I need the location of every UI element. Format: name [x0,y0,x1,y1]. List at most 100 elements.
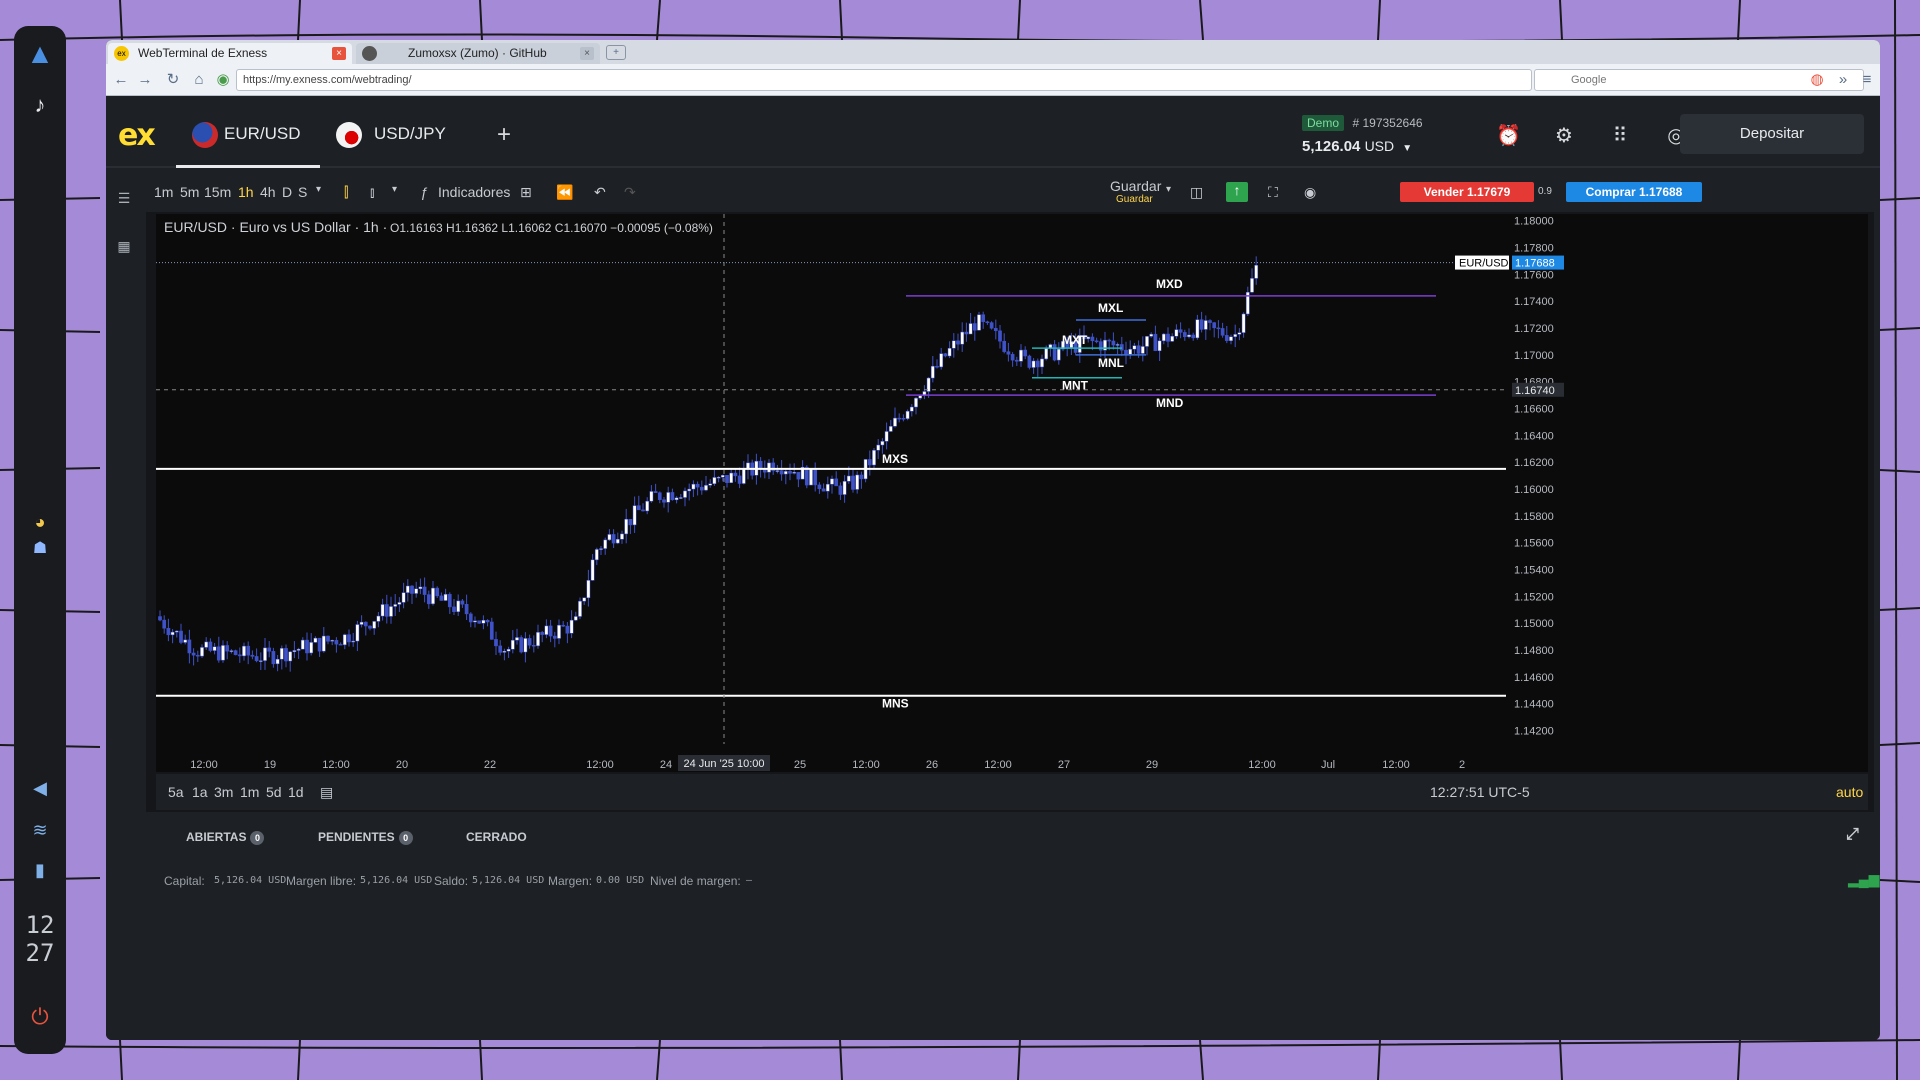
extension-icon[interactable]: ◍ [1810,71,1824,88]
candle-body [1187,334,1191,338]
candle-body [1153,333,1158,352]
candle-body [708,483,713,486]
candle-body [569,619,574,634]
count-badge: 0 [250,831,265,845]
pacman-icon[interactable]: ◕ [34,512,46,532]
x-tick-label: 27 [1058,759,1070,771]
goto-date-icon[interactable]: ▤ [320,784,334,800]
eye-icon[interactable]: ◉ [1304,184,1317,200]
timeframe-1m[interactable]: 1m [154,184,174,200]
candle-body [174,630,179,633]
instruments-list-icon[interactable]: ☰ [117,190,131,206]
candle-body [1035,360,1040,368]
candle-body [481,620,486,624]
candle-body [1031,360,1036,368]
chevron-down-icon[interactable]: ▼ [1402,143,1413,154]
menu-icon[interactable]: ≡ [1862,71,1872,88]
range-1a[interactable]: 1a [192,784,208,800]
tab-exness[interactable]: ex WebTerminal de Exness × [108,43,352,64]
candle-body [1090,336,1095,342]
candle-body [216,646,221,661]
tab-github[interactable]: Zumoxsx (Zumo) · GitHub × [356,43,600,64]
battery-icon[interactable]: ▮ [35,860,45,880]
timeframe-d[interactable]: D [282,184,293,200]
indicators-button[interactable]: Indicadores [438,184,511,200]
symbol-tab-eurusd[interactable]: EUR/USD [176,104,320,168]
chevron-down-icon[interactable]: ▾ [1166,184,1172,195]
sell-button[interactable]: Vender 1.17679 [1400,182,1534,202]
back-icon[interactable]: ← [113,71,129,88]
timeframe-4h[interactable]: 4h [260,184,276,200]
wifi-icon[interactable]: ≋ [32,820,48,840]
address-bar[interactable]: https://my.exness.com/webtrading/ [236,69,1532,91]
symbol-tab-usdjpy[interactable]: USD/JPY [332,104,452,168]
candle-body [452,606,456,612]
close-tab-icon[interactable]: × [580,47,594,60]
chevron-down-icon[interactable]: ▾ [316,184,322,195]
chevron-down-icon[interactable]: ▾ [392,184,398,195]
timeframe-s[interactable]: S [298,184,308,200]
candle-body [964,331,969,335]
alarm-icon[interactable]: ⏰ [1496,125,1521,147]
home-icon[interactable]: ⌂ [194,71,204,88]
candle-body [678,497,683,499]
overflow-icon[interactable]: » [1838,71,1848,88]
apps-grid-icon[interactable]: ⠿ [1612,125,1628,147]
candle-body [1103,339,1107,351]
candle-body [624,518,629,535]
bars-icon[interactable]: ⫾ [370,184,375,200]
buy-button[interactable]: Comprar 1.17688 [1566,182,1702,202]
camera-icon[interactable]: ◫ [1190,184,1204,200]
candle-body [204,641,209,648]
tab-pending[interactable]: PENDIENTES 0 [318,830,413,845]
candle-body [1178,329,1183,333]
range-5a[interactable]: 5a [168,784,184,800]
price-chart[interactable]: EUR/USD · Euro vs US Dollar · 1h · O1.161… [156,214,1868,772]
level-label-mnd: MND [1156,396,1184,410]
replay-icon[interactable]: ⏪ [556,184,574,200]
reload-icon[interactable]: ↻ [166,71,180,88]
power-icon[interactable]: ⏻ [31,1004,49,1029]
ghost-icon[interactable]: ☗ [32,540,48,557]
undo-icon[interactable]: ↶ [594,184,606,200]
candle-body [800,466,805,480]
add-symbol-button[interactable]: + [496,121,511,148]
candle-body [998,330,1002,342]
timeframe-5m[interactable]: 5m [180,184,200,200]
browser-tabbar: ex WebTerminal de Exness × Zumoxsx (Zumo… [106,40,1880,64]
music-icon[interactable]: ♪ [34,92,46,117]
candle-body [300,639,305,650]
publish-icon[interactable]: ↑ [1226,182,1248,202]
auto-scale-button[interactable]: auto [1836,784,1864,800]
close-tab-icon[interactable]: × [332,47,346,60]
calendar-icon[interactable]: ▦ [117,238,131,254]
expand-icon[interactable]: ⤢ [1846,826,1859,843]
range-3m[interactable]: 3m [214,784,234,800]
indicators-icon[interactable]: ƒ [420,184,428,200]
candle-body [851,475,855,490]
save-button[interactable]: Guardar [1110,178,1162,194]
account-info[interactable]: Demo # 197352646 5,126.04 USD ▼ [1302,114,1423,155]
forward-icon[interactable]: → [137,71,153,88]
redo-icon[interactable]: ↷ [624,184,636,200]
fullscreen-icon[interactable]: ⛶ [1268,184,1278,200]
search-field[interactable]: Google [1534,69,1864,91]
timeframe-15m[interactable]: 15m [204,184,232,200]
tab-closed[interactable]: CERRADO [466,830,527,844]
range-1d[interactable]: 1d [288,784,304,800]
candles-icon[interactable]: ⫿ [344,184,349,200]
deposit-button[interactable]: Depositar [1680,114,1864,154]
x-tick-label: 12:00 [852,759,880,771]
timeframe-1h[interactable]: 1h [238,184,254,200]
candle-body [956,340,960,345]
launcher-icon[interactable]: ▲ [26,38,54,69]
gear-icon[interactable]: ⚙ [1555,125,1573,147]
candle-body [859,474,864,480]
new-tab-button[interactable]: + [606,45,626,60]
tab-open[interactable]: ABIERTAS 0 [186,830,265,845]
range-5d[interactable]: 5d [266,784,282,800]
candle-body [1203,320,1208,330]
volume-icon[interactable]: ◀ [33,778,47,798]
range-1m[interactable]: 1m [240,784,260,800]
layout-grid-icon[interactable]: ⊞ [520,184,532,200]
